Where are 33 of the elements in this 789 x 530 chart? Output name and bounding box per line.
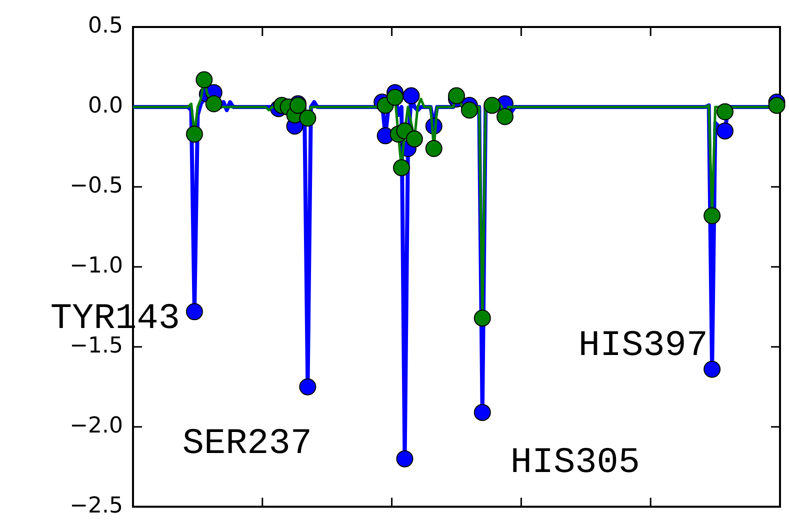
point: [460, 102, 478, 119]
y-tick-label: −0.5: [70, 174, 123, 199]
point: [704, 360, 721, 378]
y-tick-label: −2.0: [70, 414, 123, 439]
point: [299, 110, 316, 127]
point: [716, 122, 734, 140]
annotation: HIS305: [510, 442, 640, 483]
point: [386, 88, 404, 106]
point: [186, 303, 203, 320]
point: [448, 87, 465, 104]
point: [299, 378, 316, 396]
point: [474, 310, 491, 327]
annotation: HIS397: [578, 325, 708, 366]
point: [205, 95, 222, 112]
y-tick-label: −2.5: [70, 494, 123, 519]
y-tick-label: −1.5: [70, 334, 123, 359]
y-tick-label: 0.5: [88, 14, 123, 39]
point: [474, 404, 491, 421]
point: [716, 103, 734, 120]
y-tick-label: −1.0: [70, 254, 123, 279]
point: [704, 207, 721, 224]
point: [406, 130, 423, 148]
point: [425, 140, 442, 158]
point: [496, 108, 514, 126]
annotation: SER237: [182, 423, 312, 464]
point: [402, 87, 420, 104]
y-tick-label: 0.0: [88, 94, 123, 119]
point: [768, 96, 786, 114]
point: [186, 126, 203, 143]
point: [484, 96, 501, 114]
point: [396, 450, 414, 468]
point: [196, 71, 213, 88]
point: [393, 159, 410, 176]
